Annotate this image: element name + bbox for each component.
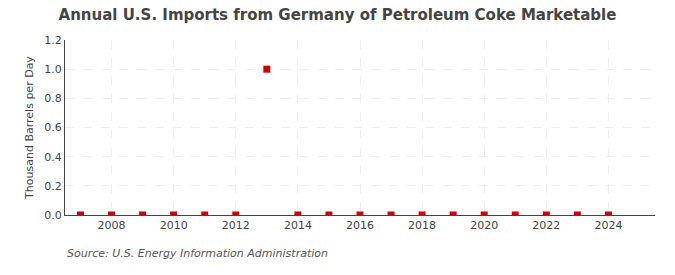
svg-text:2010: 2010 [160, 219, 188, 232]
svg-text:2022: 2022 [532, 219, 560, 232]
svg-text:2014: 2014 [284, 219, 312, 232]
svg-text:1.0: 1.0 [44, 63, 62, 76]
svg-text:2016: 2016 [346, 219, 374, 232]
svg-text:0.8: 0.8 [44, 92, 62, 105]
svg-text:2024: 2024 [594, 219, 622, 232]
svg-text:0.2: 0.2 [44, 180, 62, 193]
svg-text:0.0: 0.0 [44, 209, 62, 222]
svg-text:0.6: 0.6 [44, 121, 62, 134]
svg-text:2020: 2020 [470, 219, 498, 232]
svg-text:2008: 2008 [98, 219, 126, 232]
svg-text:1.2: 1.2 [44, 34, 62, 47]
svg-text:0.4: 0.4 [44, 151, 62, 164]
svg-text:2018: 2018 [408, 219, 436, 232]
svg-text:Source: U.S. Energy Informatio: Source: U.S. Energy Information Administ… [67, 247, 328, 260]
svg-text:Annual U.S. Imports from Germa: Annual U.S. Imports from Germany of Petr… [59, 6, 617, 24]
svg-text:2012: 2012 [222, 219, 250, 232]
svg-text:Thousand Barrels per Day: Thousand Barrels per Day [23, 56, 36, 200]
